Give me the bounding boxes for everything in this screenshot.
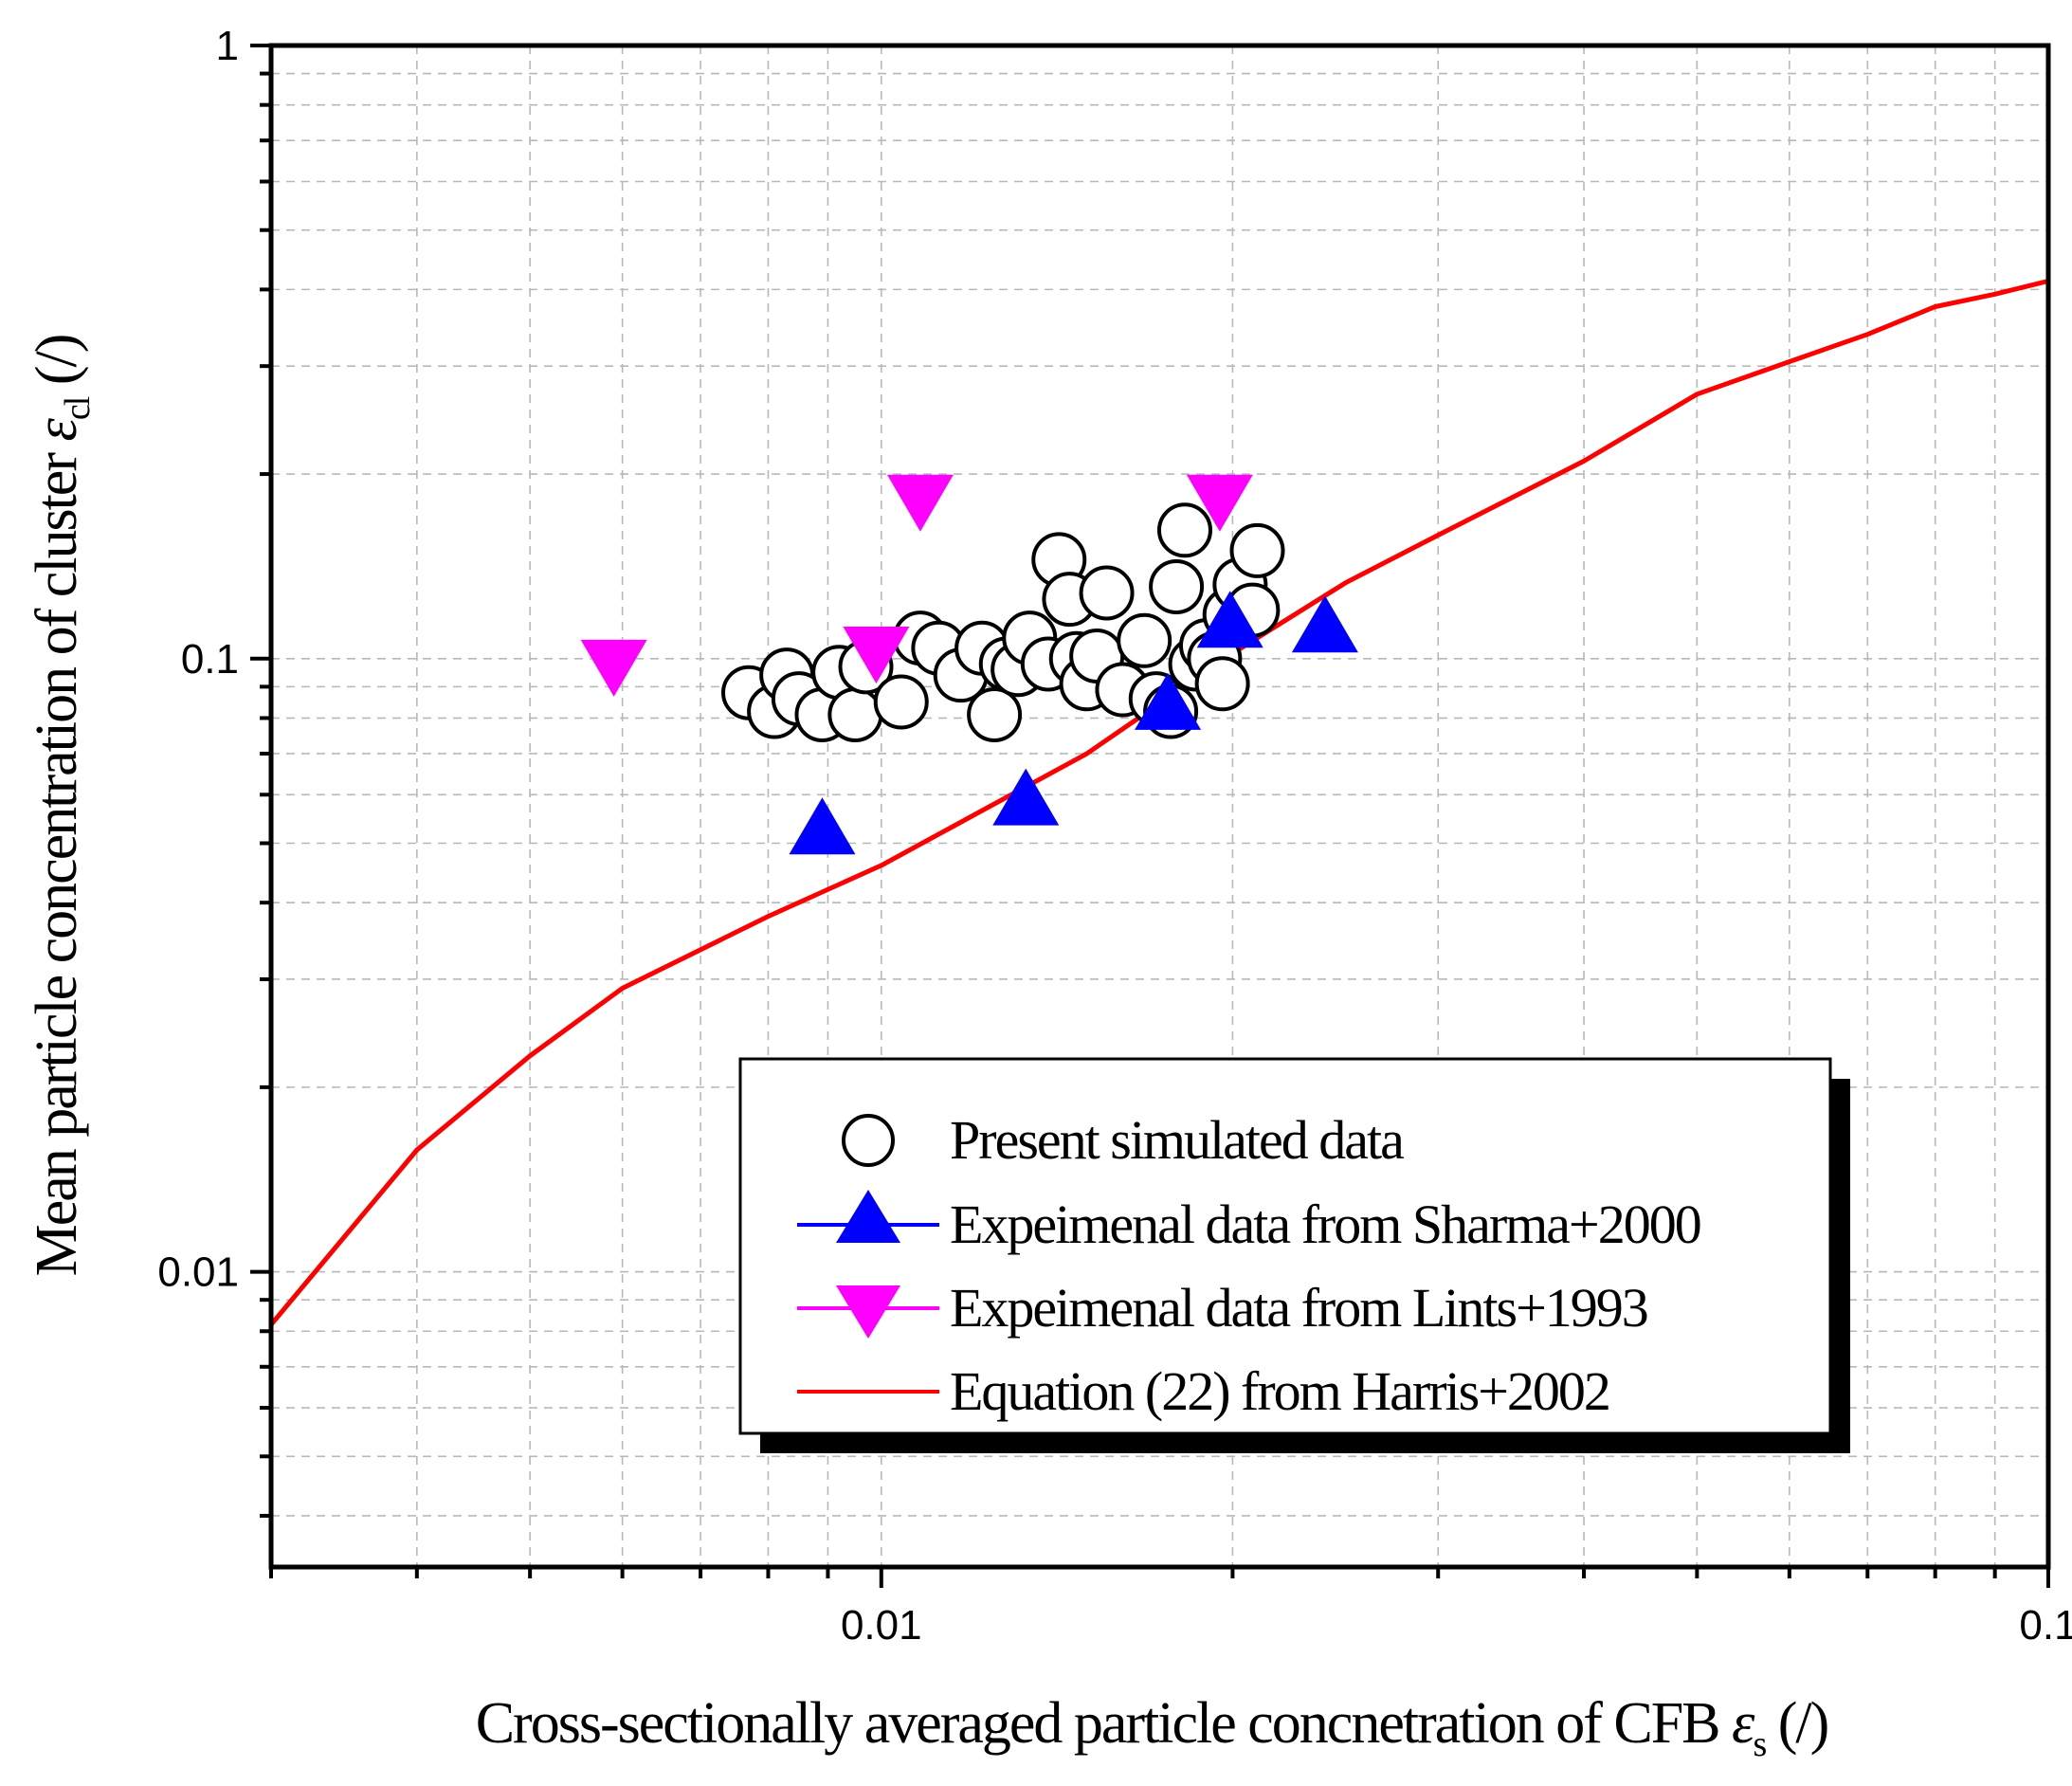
- x-axis-title-main: Cross-sectionally averaged particle conc…: [476, 1691, 1732, 1756]
- simulated-data-point: [827, 686, 883, 742]
- lints-data-point: [843, 626, 910, 683]
- y-tick-label: 0.1: [181, 636, 239, 683]
- simulated-data-point: [873, 674, 929, 730]
- y-axis-title: Mean particle concentration of cluster ε…: [25, 336, 98, 1277]
- lints-data-point: [886, 474, 954, 532]
- legend-label-lints: Expeimenal data from Lints+1993: [950, 1277, 1647, 1339]
- y-axis-title-unit: (/): [25, 336, 89, 398]
- simulated-data-point: [1079, 565, 1135, 621]
- harris-equation-curve: [269, 278, 2049, 1326]
- x-axis-title: Cross-sectionally averaged particle conc…: [476, 1691, 1828, 1764]
- simulated-data-point: [1156, 502, 1212, 558]
- data-markers: [580, 474, 1358, 855]
- sharma-data-point: [789, 797, 856, 855]
- axis-ticks: [250, 44, 2050, 1588]
- lints-data-point: [580, 639, 647, 697]
- x-tick-label: 0.1: [2019, 1602, 2072, 1649]
- x-axis-title-subscript: s: [1753, 1724, 1766, 1764]
- tick-labels: 0.01 0.1 0.01 0.1 1: [157, 23, 2072, 1649]
- y-axis-title-main: Mean particle concentration of cluster: [25, 442, 89, 1277]
- simulated-data-point: [1229, 522, 1285, 578]
- legend-marker-triangle-down: [836, 1285, 900, 1339]
- y-axis-title-symbol: ε: [25, 418, 89, 442]
- lints-data-point: [1186, 474, 1253, 532]
- legend: Present simulated data Expeimenal data f…: [738, 1057, 1850, 1453]
- equation-curve-layer: [269, 278, 2049, 1326]
- sharma-data-point: [992, 768, 1060, 826]
- y-tick-label: 0.01: [157, 1249, 239, 1296]
- legend-marker-circle: [842, 1114, 895, 1167]
- grid-lines: [271, 46, 2048, 1567]
- simulated-data-point: [1149, 558, 1205, 614]
- legend-box: [738, 1057, 1832, 1435]
- legend-label-sharma: Expeimenal data from Sharma+2000: [950, 1194, 1700, 1255]
- sharma-data-point: [1196, 591, 1263, 648]
- simulated-data-point: [1117, 612, 1172, 668]
- simulated-data-point: [1194, 656, 1250, 712]
- legend-label-simulated: Present simulated data: [950, 1109, 1404, 1171]
- legend-marker-triangle-up: [836, 1190, 900, 1243]
- sharma-data-point: [1135, 672, 1202, 730]
- legend-label-harris: Equation (22) from Harris+2002: [950, 1360, 1609, 1422]
- simulated-data-point: [967, 686, 1023, 742]
- x-axis-title-unit: (/): [1765, 1691, 1827, 1756]
- sharma-data-point: [1291, 595, 1358, 653]
- x-tick-label: 0.01: [841, 1602, 922, 1649]
- y-tick-label: 1: [216, 23, 239, 69]
- x-axis-title-symbol: ε: [1732, 1691, 1755, 1756]
- plot-frame: [268, 43, 2051, 1570]
- y-axis-title-subscript: cl: [58, 396, 98, 420]
